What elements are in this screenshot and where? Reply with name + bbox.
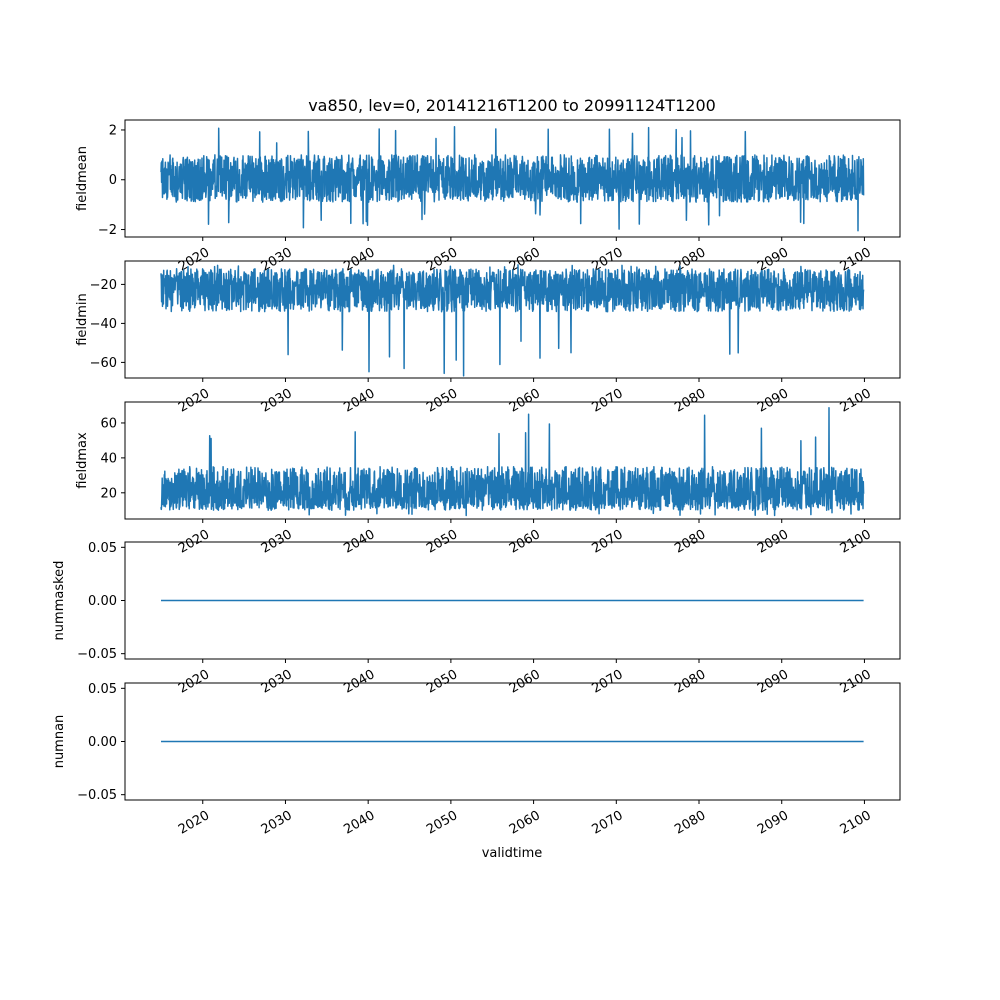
panel-nummasked: −0.05 0.00 0.05 nummasked 2020 2030 2040 2050 20… xyxy=(52,541,901,697)
chart-title: va850, lev=0, 20141216T1200 to 20991124T… xyxy=(308,96,716,115)
x-tick-label: 2080 xyxy=(672,808,708,838)
x-tick-label: 2060 xyxy=(507,386,543,416)
x-tick-label: 2090 xyxy=(755,808,791,838)
series-line-fieldmin xyxy=(160,264,865,377)
axes-frame xyxy=(124,119,901,238)
y-tick-label: −0.05 xyxy=(77,788,117,803)
y-tick-label: −20 xyxy=(90,278,117,293)
x-tick-label: 2060 xyxy=(507,808,543,838)
panel-numnan: −0.05 0.00 0.05 numnan 2020 2030 2040 2050 2060 2… xyxy=(52,682,901,838)
y-tick-label: 0.05 xyxy=(88,682,117,697)
y-tick-label: 0.00 xyxy=(88,735,117,750)
x-tick-label: 2020 xyxy=(176,808,212,838)
x-tick-label: 2080 xyxy=(672,386,708,416)
x-tick-label: 2100 xyxy=(838,386,874,416)
x-tick-label: 2070 xyxy=(590,386,626,416)
x-tick-label: 2050 xyxy=(424,386,460,416)
y-tick-label: 2 xyxy=(109,123,117,138)
x-tick-label: 2040 xyxy=(341,386,377,416)
x-axis-label: validtime xyxy=(482,846,543,861)
x-tick-label: 2070 xyxy=(590,667,626,697)
x-tick-label: 2020 xyxy=(176,386,212,416)
series-line-fieldmean xyxy=(160,125,865,232)
x-tick-label: 2100 xyxy=(838,245,874,275)
x-tick-label: 2090 xyxy=(755,667,791,697)
y-axis-label-fieldmin: fieldmin xyxy=(75,293,90,346)
x-tick-label: 2040 xyxy=(341,245,377,275)
x-tick-label: 2090 xyxy=(755,386,791,416)
x-tick-label: 2020 xyxy=(176,667,212,697)
x-tick-label: 2030 xyxy=(259,386,295,416)
series-line-fieldmax xyxy=(160,406,865,517)
y-tick-label: −60 xyxy=(90,356,117,371)
y-axis-label-nummasked: nummasked xyxy=(52,561,67,641)
x-tick-label: 2040 xyxy=(341,808,377,838)
y-tick-label: 40 xyxy=(100,451,117,466)
y-tick-label: 0 xyxy=(109,173,117,188)
y-axis-label-fieldmean: fieldmean xyxy=(75,146,90,211)
x-tick-label: 2020 xyxy=(176,245,212,275)
y-tick-label: 20 xyxy=(100,486,117,501)
axes-frame xyxy=(124,260,901,379)
x-tick-label: 2030 xyxy=(259,808,295,838)
y-axis-label-fieldmax: fieldmax xyxy=(75,432,90,489)
x-tick-label: 2070 xyxy=(590,808,626,838)
axes-frame xyxy=(124,401,901,520)
x-tick-label: 2030 xyxy=(259,667,295,697)
y-tick-label: −0.05 xyxy=(77,647,117,662)
x-tick-label: 2100 xyxy=(838,808,874,838)
y-tick-label: −2 xyxy=(98,223,117,238)
x-tick-label: 2090 xyxy=(755,245,791,275)
y-axis-label-numnan: numnan xyxy=(52,715,67,769)
y-tick-label: 0.05 xyxy=(88,541,117,556)
x-tick-label: 2100 xyxy=(838,667,874,697)
y-tick-label: 60 xyxy=(100,416,117,431)
y-tick-label: 0.00 xyxy=(88,594,117,609)
x-tick-label: 2040 xyxy=(341,667,377,697)
x-tick-label: 2060 xyxy=(507,667,543,697)
x-tick-label: 2050 xyxy=(424,808,460,838)
x-tick-label: 2050 xyxy=(424,667,460,697)
x-tick-label: 2080 xyxy=(672,667,708,697)
y-tick-label: −40 xyxy=(90,317,117,332)
x-tick-label: 2070 xyxy=(590,245,626,275)
